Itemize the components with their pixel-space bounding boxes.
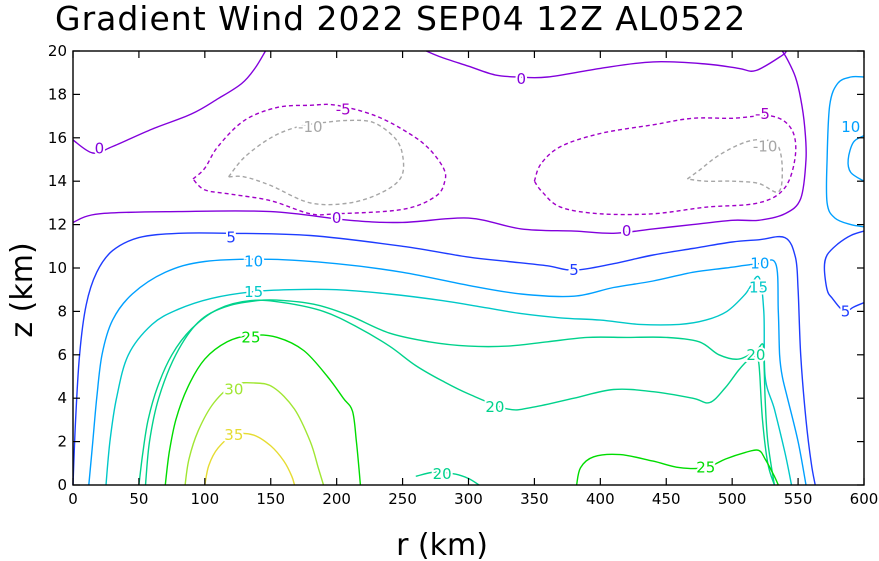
contour-label: 35 — [224, 426, 243, 444]
contour-line-5-7 — [72, 232, 816, 486]
contour-label: 0 — [622, 222, 632, 240]
plot-area: 0 0 0 0 -5 -5 -10 -10 5 5 5 10 10 10 15 15 20 20 20 25 25 30 3… — [72, 50, 865, 486]
x-tick-label: 350 — [520, 490, 549, 508]
contour-line-10-11 — [88, 258, 807, 486]
x-tick-label: 500 — [718, 490, 747, 508]
contour-label: 15 — [749, 279, 768, 297]
plot-frame — [72, 50, 865, 486]
x-tick-label: 150 — [256, 490, 285, 508]
y-tick-label: 4 — [57, 389, 67, 407]
contour-line-20-15 — [415, 471, 480, 486]
contour-label: 30 — [224, 381, 243, 399]
contour-line-neg10-5 — [228, 119, 405, 206]
contour-label: 20 — [485, 398, 504, 416]
contour-label: 10 — [244, 252, 263, 270]
contour-label: 0 — [516, 70, 526, 88]
y-tick-label: 16 — [48, 129, 67, 147]
x-tick-label: 400 — [586, 490, 615, 508]
contour-label: -5 — [755, 105, 770, 123]
contour-label: 0 — [332, 209, 342, 227]
contour-label: -10 — [753, 137, 778, 155]
x-tick-label: 300 — [454, 490, 483, 508]
x-tick-label: 550 — [784, 490, 813, 508]
contour-label: 10 — [841, 118, 860, 136]
contour-line-neg5-3 — [192, 103, 447, 216]
contour-line-25-16 — [164, 334, 362, 486]
y-tick-label: 8 — [57, 302, 67, 320]
contour-line-5-8 — [823, 230, 865, 313]
x-tick-label: 450 — [652, 490, 681, 508]
contour-label: 15 — [244, 283, 263, 301]
contour-label: 20 — [433, 465, 452, 483]
contour-label: -10 — [298, 118, 323, 136]
chart-title: Gradient Wind 2022 SEP04 12Z AL0522 — [55, 0, 746, 38]
y-tick-label: 0 — [57, 476, 67, 494]
contour-label: 5 — [226, 229, 236, 247]
y-tick-label: 6 — [57, 346, 67, 364]
x-tick-label: 0 — [68, 490, 78, 508]
contour-label: 5 — [841, 302, 851, 320]
contour-line-0-1 — [426, 50, 787, 79]
contour-line-20-14 — [138, 299, 776, 486]
y-tick-label: 14 — [48, 172, 67, 190]
contour-line-neg10-6 — [686, 138, 784, 194]
contour-line-0-0 — [72, 50, 267, 154]
x-tick-label: 600 — [850, 490, 879, 508]
y-tick-label: 10 — [48, 259, 67, 277]
x-axis-title: r (km) — [396, 528, 488, 561]
contour-label: -5 — [336, 101, 351, 119]
contour-line-15-12 — [105, 275, 793, 486]
contour-line-35-19 — [204, 432, 296, 486]
x-tick-label: 250 — [388, 490, 417, 508]
contour-line-10-9 — [825, 75, 865, 228]
contour-line-25-17 — [575, 449, 779, 486]
contour-line-10-10 — [847, 134, 865, 182]
y-axis-title: z (km) — [5, 242, 40, 337]
y-tick-label: 12 — [48, 216, 67, 234]
contour-label: 25 — [241, 328, 260, 346]
x-tick-label: 50 — [129, 490, 148, 508]
x-tick-label: 100 — [191, 490, 220, 508]
x-tick-label: 200 — [322, 490, 351, 508]
axis-ticks: 0 50 100 150 200 250 300 350 400 450 500 550 6000246… — [48, 42, 878, 508]
contour-label: 20 — [746, 346, 765, 364]
y-tick-label: 2 — [57, 433, 67, 451]
contour-label: 25 — [696, 459, 715, 477]
y-tick-label: 20 — [48, 42, 67, 60]
contour-line-30-18 — [184, 381, 325, 486]
y-tick-label: 18 — [48, 85, 67, 103]
contour-label: 0 — [95, 140, 105, 158]
contour-label: 10 — [750, 255, 769, 273]
contour-line-0-2 — [72, 50, 807, 235]
contour-line-neg5-4 — [533, 114, 797, 216]
contour-label: 5 — [569, 261, 579, 279]
